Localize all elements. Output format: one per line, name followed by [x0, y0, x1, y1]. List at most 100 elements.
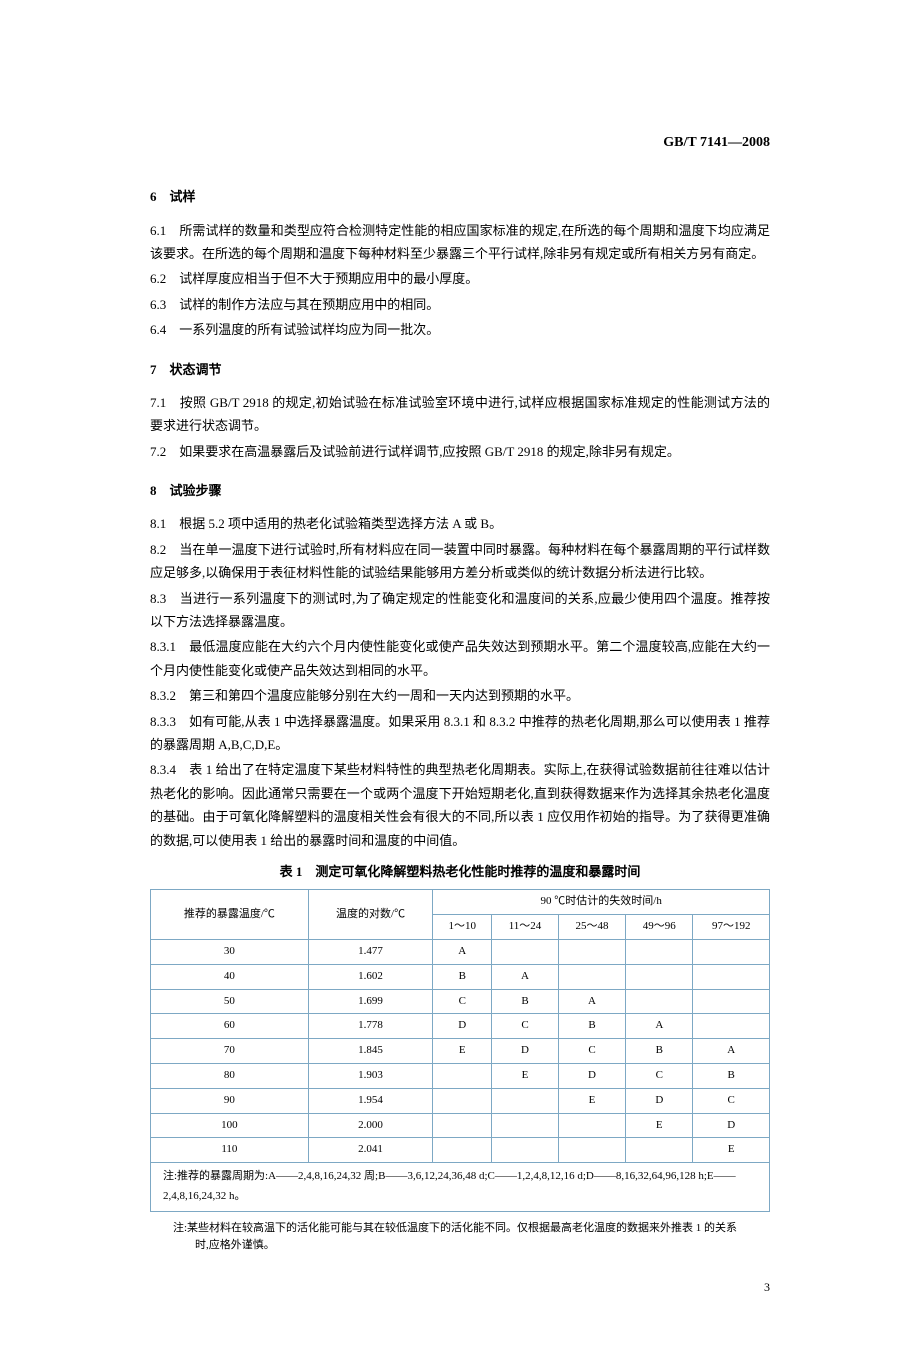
table-cell: C: [558, 1039, 625, 1064]
table-cell-temp: 60: [151, 1014, 309, 1039]
table-cell-log: 1.903: [308, 1063, 433, 1088]
table-1: 推荐的暴露温度/℃ 温度的对数/℃ 90 ℃时估计的失效时间/h 1～10 11…: [150, 889, 770, 1211]
table-cell: E: [626, 1113, 693, 1138]
table-row: 501.699CBA: [151, 989, 770, 1014]
table-cell: D: [693, 1113, 770, 1138]
table-cell: A: [492, 964, 559, 989]
table-cell: [558, 964, 625, 989]
para-8-3-3: 8.3.3 如有可能,从表 1 中选择暴露温度。如果采用 8.3.1 和 8.3…: [150, 710, 770, 757]
table-note-row: 注:推荐的暴露周期为:A——2,4,8,16,24,32 周;B——3,6,12…: [151, 1163, 770, 1212]
table-cell: D: [492, 1039, 559, 1064]
table-cell: [492, 1138, 559, 1163]
section-6-title: 6 试样: [150, 185, 770, 208]
table-sub-col-1: 11～24: [492, 915, 559, 940]
para-8-3-2: 8.3.2 第三和第四个温度应能够分别在大约一周和一天内达到预期的水平。: [150, 684, 770, 707]
table-1-title: 表 1 测定可氧化降解塑料热老化性能时推荐的温度和暴露时间: [150, 860, 770, 883]
para-8-1: 8.1 根据 5.2 项中适用的热老化试验箱类型选择方法 A 或 B。: [150, 512, 770, 535]
table-cell: [492, 1113, 559, 1138]
table-cell: A: [693, 1039, 770, 1064]
table-cell: A: [626, 1014, 693, 1039]
table-cell: A: [433, 939, 492, 964]
table-row: 1102.041E: [151, 1138, 770, 1163]
para-8-3-1: 8.3.1 最低温度应能在大约六个月内使性能变化或使产品失效达到预期水平。第二个…: [150, 635, 770, 682]
table-cell-temp: 100: [151, 1113, 309, 1138]
table-cell-log: 1.699: [308, 989, 433, 1014]
table-cell: [626, 939, 693, 964]
table-cell: [492, 1088, 559, 1113]
table-note: 注:推荐的暴露周期为:A——2,4,8,16,24,32 周;B——3,6,12…: [151, 1163, 770, 1212]
table-cell: [558, 1138, 625, 1163]
table-cell: E: [492, 1063, 559, 1088]
table-cell: [626, 989, 693, 1014]
table-row: 601.778DCBA: [151, 1014, 770, 1039]
table-cell: [433, 1063, 492, 1088]
section-7-title: 7 状态调节: [150, 358, 770, 381]
table-cell-log: 2.041: [308, 1138, 433, 1163]
table-cell: [693, 1014, 770, 1039]
table-cell: [693, 939, 770, 964]
table-cell-temp: 30: [151, 939, 309, 964]
table-cell-log: 1.602: [308, 964, 433, 989]
table-header-col2: 温度的对数/℃: [308, 890, 433, 940]
table-cell: A: [558, 989, 625, 1014]
table-cell-temp: 40: [151, 964, 309, 989]
table-sub-col-2: 25～48: [558, 915, 625, 940]
table-row: 701.845EDCBA: [151, 1039, 770, 1064]
table-sub-col-0: 1～10: [433, 915, 492, 940]
table-cell-temp: 50: [151, 989, 309, 1014]
table-cell-log: 1.477: [308, 939, 433, 964]
para-6-4: 6.4 一系列温度的所有试验试样均应为同一批次。: [150, 318, 770, 341]
table-cell: E: [558, 1088, 625, 1113]
table-cell-temp: 80: [151, 1063, 309, 1088]
para-8-3: 8.3 当进行一系列温度下的测试时,为了确定规定的性能变化和温度间的关系,应最少…: [150, 587, 770, 634]
table-cell: D: [433, 1014, 492, 1039]
table-cell: C: [492, 1014, 559, 1039]
table-cell: [693, 964, 770, 989]
table-cell: [626, 1138, 693, 1163]
table-cell: B: [492, 989, 559, 1014]
table-cell-temp: 90: [151, 1088, 309, 1113]
para-6-2: 6.2 试样厚度应相当于但不大于预期应用中的最小厚度。: [150, 267, 770, 290]
para-6-3: 6.3 试样的制作方法应与其在预期应用中的相同。: [150, 293, 770, 316]
table-cell: [558, 1113, 625, 1138]
table-row: 1002.000 ED: [151, 1113, 770, 1138]
table-cell: [433, 1138, 492, 1163]
table-cell: [626, 964, 693, 989]
table-cell-log: 2.000: [308, 1113, 433, 1138]
table-header-row-1: 推荐的暴露温度/℃ 温度的对数/℃ 90 ℃时估计的失效时间/h: [151, 890, 770, 915]
table-cell: C: [626, 1063, 693, 1088]
table-cell: E: [433, 1039, 492, 1064]
page-number: 3: [150, 1277, 770, 1299]
table-cell-log: 1.845: [308, 1039, 433, 1064]
table-row: 301.477A: [151, 939, 770, 964]
table-sub-col-3: 49～96: [626, 915, 693, 940]
para-6-1: 6.1 所需试样的数量和类型应符合检测特定性能的相应国家标准的规定,在所选的每个…: [150, 219, 770, 266]
para-8-3-4: 8.3.4 表 1 给出了在特定温度下某些材料特性的典型热老化周期表。实际上,在…: [150, 758, 770, 852]
table-cell: D: [626, 1088, 693, 1113]
table-sub-col-4: 97～192: [693, 915, 770, 940]
table-cell: [433, 1088, 492, 1113]
footer-note: 注:某些材料在较高温下的活化能可能与其在较低温度下的活化能不同。仅根据最高老化温…: [150, 1218, 770, 1257]
section-8-title: 8 试验步骤: [150, 479, 770, 502]
para-8-2: 8.2 当在单一温度下进行试验时,所有材料应在同一装置中同时暴露。每种材料在每个…: [150, 538, 770, 585]
table-cell-log: 1.778: [308, 1014, 433, 1039]
table-cell: C: [693, 1088, 770, 1113]
table-cell: [693, 989, 770, 1014]
table-cell: D: [558, 1063, 625, 1088]
table-cell: [492, 939, 559, 964]
table-row: 401.602BA: [151, 964, 770, 989]
table-cell: [433, 1113, 492, 1138]
para-7-2: 7.2 如果要求在高温暴露后及试验前进行试样调节,应按照 GB/T 2918 的…: [150, 440, 770, 463]
table-cell: B: [626, 1039, 693, 1064]
table-cell: B: [558, 1014, 625, 1039]
table-cell: C: [433, 989, 492, 1014]
table-body: 301.477A401.602BA501.699CBA601.778DCBA70…: [151, 939, 770, 1162]
table-header-group: 90 ℃时估计的失效时间/h: [433, 890, 770, 915]
para-7-1: 7.1 按照 GB/T 2918 的规定,初始试验在标准试验室环境中进行,试样应…: [150, 391, 770, 438]
table-cell-temp: 70: [151, 1039, 309, 1064]
document-code: GB/T 7141—2008: [150, 130, 770, 155]
table-row: 901.954EDC: [151, 1088, 770, 1113]
table-row: 801.903EDCB: [151, 1063, 770, 1088]
table-cell: B: [433, 964, 492, 989]
table-cell-temp: 110: [151, 1138, 309, 1163]
